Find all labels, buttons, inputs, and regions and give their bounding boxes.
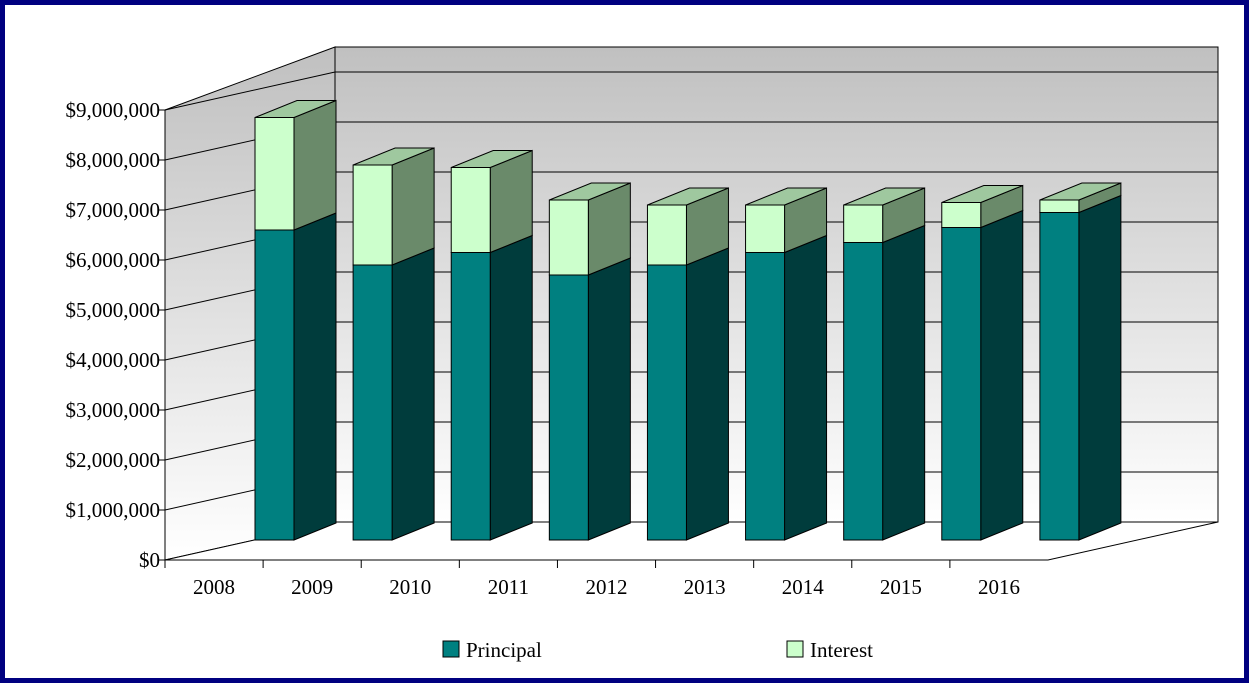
bar-top: [941, 185, 1023, 203]
bar-interest: [254, 117, 295, 231]
y-tick-label: $9,000,000: [66, 98, 161, 122]
bar-interest-side: [293, 99, 337, 231]
bar-principal-side: [980, 209, 1024, 541]
legend-principal-swatch: [442, 640, 460, 658]
bar-interest: [745, 204, 786, 253]
bar-principal: [745, 252, 786, 541]
bar-principal-side: [1078, 194, 1122, 541]
bar-top: [549, 182, 631, 201]
bar-principal-side: [882, 224, 926, 541]
bar-interest: [1039, 199, 1080, 213]
y-tick-label: $5,000,000: [66, 298, 161, 322]
bar-interest: [843, 204, 884, 243]
bar-principal: [254, 229, 295, 541]
bars: [254, 99, 1122, 541]
legend-principal-label: Principal: [466, 638, 542, 662]
y-tick-label: $7,000,000: [66, 198, 161, 222]
chart: $0 $1,000,000 $2,000,000 $3,000,000 $4,000,0…: [66, 46, 1219, 662]
y-tick-label: $6,000,000: [66, 248, 161, 272]
bar-principal-side: [391, 247, 435, 541]
bar-principal-side: [784, 234, 828, 541]
bar-top: [352, 147, 435, 166]
bar-group-2012: [646, 187, 729, 541]
legend: Principal Interest: [442, 638, 873, 662]
bar-principal: [548, 274, 589, 541]
bar-principal-side: [685, 247, 729, 541]
y-tick-label: $0: [139, 548, 160, 572]
legend-interest-swatch: [786, 640, 804, 658]
bar-principal: [646, 264, 687, 541]
bar-interest: [450, 167, 491, 253]
bar-group-2010: [450, 149, 533, 541]
x-tick-label: 2011: [488, 575, 529, 599]
x-tick-label: 2015: [880, 575, 922, 599]
gridline: [164, 71, 1218, 111]
bar-group-2016: [1039, 182, 1122, 541]
y-tick-label: $4,000,000: [66, 348, 161, 372]
bar-principal: [450, 252, 491, 541]
bar-principal: [843, 242, 884, 541]
bar-interest: [646, 204, 687, 266]
x-tick-label: 2014: [782, 575, 825, 599]
x-tick-label: 2010: [389, 575, 431, 599]
bar-top: [254, 100, 337, 118]
bar-principal-side: [489, 234, 533, 541]
x-tick-label: 2013: [684, 575, 726, 599]
x-tick-label: 2012: [586, 575, 628, 599]
bar-principal-side: [587, 257, 631, 541]
y-axis-ticks: $0 $1,000,000 $2,000,000 $3,000,000 $4,000,0…: [66, 98, 166, 572]
bar-principal: [941, 227, 982, 541]
bar-group-2013: [745, 187, 828, 541]
bar-top: [647, 187, 729, 206]
bar-top: [1039, 182, 1122, 201]
bar-interest-side: [391, 147, 435, 266]
bar-interest: [548, 199, 589, 276]
y-tick-label: $8,000,000: [66, 148, 161, 172]
bar-top: [843, 187, 925, 206]
bar-interest: [941, 202, 982, 228]
x-tick-label: 2016: [978, 575, 1020, 599]
x-axis-labels: 2008 2009 2010 2011 2012 2013 2014 2015 2016: [164, 559, 1048, 599]
bar-principal: [352, 264, 393, 541]
x-tick-label: 2008: [193, 575, 235, 599]
y-tick-label: $1,000,000: [66, 498, 161, 522]
bar-group-2009: [352, 147, 435, 541]
legend-interest-label: Interest: [810, 638, 873, 662]
y-tick-label: $3,000,000: [66, 398, 161, 422]
bar-group-2008: [254, 99, 337, 541]
bar-top: [451, 150, 533, 168]
bar-principal-side: [293, 212, 337, 541]
x-tick-label: 2009: [291, 575, 333, 599]
bar-top: [745, 187, 827, 206]
bar-principal: [1039, 212, 1080, 541]
bar-group-2014: [843, 187, 926, 541]
bar-group-2015: [941, 184, 1024, 541]
bar-interest: [352, 164, 393, 266]
bar-interest-side: [489, 149, 533, 254]
bar-group-2011: [548, 182, 631, 541]
y-tick-label: $2,000,000: [66, 448, 161, 472]
